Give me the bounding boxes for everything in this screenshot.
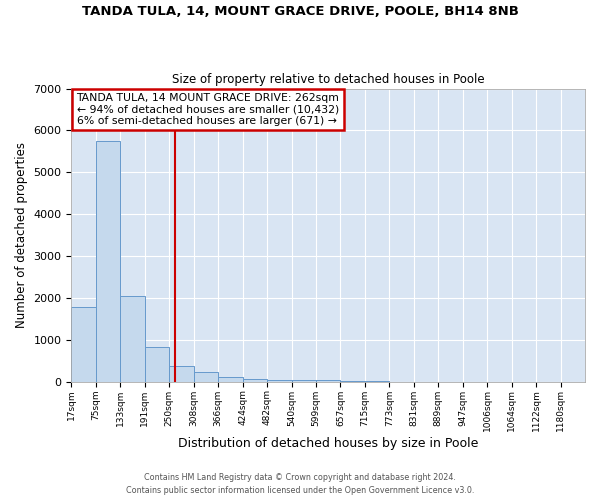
Bar	[194, 372, 218, 382]
Text: TANDA TULA, 14, MOUNT GRACE DRIVE, POOLE, BH14 8NB: TANDA TULA, 14, MOUNT GRACE DRIVE, POOLE…	[82, 5, 518, 18]
Bar	[218, 378, 242, 382]
Bar	[121, 296, 145, 382]
Bar	[96, 141, 121, 382]
Text: TANDA TULA, 14 MOUNT GRACE DRIVE: 262sqm
← 94% of detached houses are smaller (1: TANDA TULA, 14 MOUNT GRACE DRIVE: 262sqm…	[77, 93, 340, 126]
Bar	[316, 380, 340, 382]
Bar	[169, 366, 194, 382]
Bar	[267, 380, 292, 382]
Y-axis label: Number of detached properties: Number of detached properties	[15, 142, 28, 328]
Bar	[71, 307, 96, 382]
Bar	[292, 380, 316, 382]
Bar	[145, 347, 169, 382]
Bar	[340, 381, 365, 382]
Text: Contains HM Land Registry data © Crown copyright and database right 2024.
Contai: Contains HM Land Registry data © Crown c…	[126, 474, 474, 495]
Title: Size of property relative to detached houses in Poole: Size of property relative to detached ho…	[172, 73, 485, 86]
Bar	[242, 379, 267, 382]
X-axis label: Distribution of detached houses by size in Poole: Distribution of detached houses by size …	[178, 437, 478, 450]
